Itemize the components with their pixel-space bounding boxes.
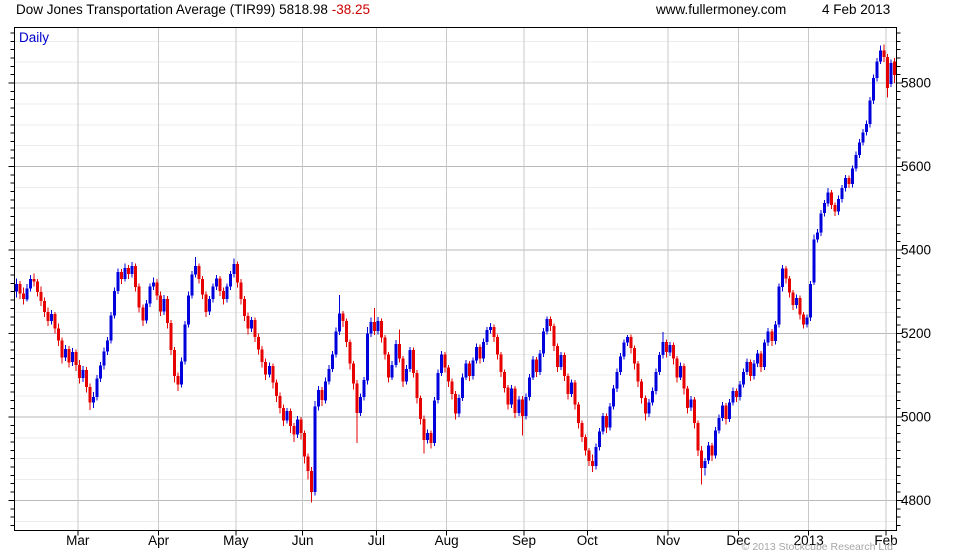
svg-text:Nov: Nov — [656, 533, 680, 548]
svg-text:Jul: Jul — [368, 533, 385, 548]
svg-text:Oct: Oct — [577, 533, 598, 548]
svg-text:May: May — [223, 533, 249, 548]
plot-frame — [14, 27, 897, 531]
svg-text:Feb: Feb — [874, 533, 897, 548]
svg-text:Sep: Sep — [512, 533, 536, 548]
svg-text:5400: 5400 — [901, 243, 931, 258]
website-link[interactable]: www.fullermoney.com — [656, 2, 787, 17]
month-gridlines — [77, 27, 887, 531]
axis-ticks — [8, 32, 903, 536]
svg-text:Mar: Mar — [66, 533, 90, 548]
svg-text:Apr: Apr — [148, 533, 170, 548]
copyright-notice: © 2013 Stockcube Research Ltd — [742, 541, 893, 553]
svg-text:5600: 5600 — [901, 159, 931, 174]
svg-text:Dec: Dec — [726, 533, 750, 548]
svg-text:4800: 4800 — [901, 493, 931, 508]
svg-text:5800: 5800 — [901, 76, 931, 91]
frequency-label: Daily — [19, 30, 49, 45]
svg-text:2013: 2013 — [794, 533, 824, 548]
price-change: -38.25 — [331, 2, 370, 17]
svg-text:Jun: Jun — [292, 533, 314, 548]
minor-gridlines — [14, 40, 897, 522]
candlesticks — [14, 44, 897, 503]
quote-date: 4 Feb 2013 — [822, 2, 891, 17]
svg-text:5000: 5000 — [901, 410, 931, 425]
x-axis-labels: Mar Apr May Jun Jul Aug Sep Oct Nov Dec 2013 Feb — [66, 533, 897, 548]
instrument-title: Dow Jones Transportation Average (TIR99)… — [16, 2, 328, 17]
svg-text:5200: 5200 — [901, 326, 931, 341]
svg-text:Aug: Aug — [435, 533, 459, 548]
y-axis-labels: 4800 5000 5200 5400 5600 5800 — [901, 76, 931, 508]
page-title: Dow Jones Transportation Average (TIR99)… — [16, 2, 370, 17]
